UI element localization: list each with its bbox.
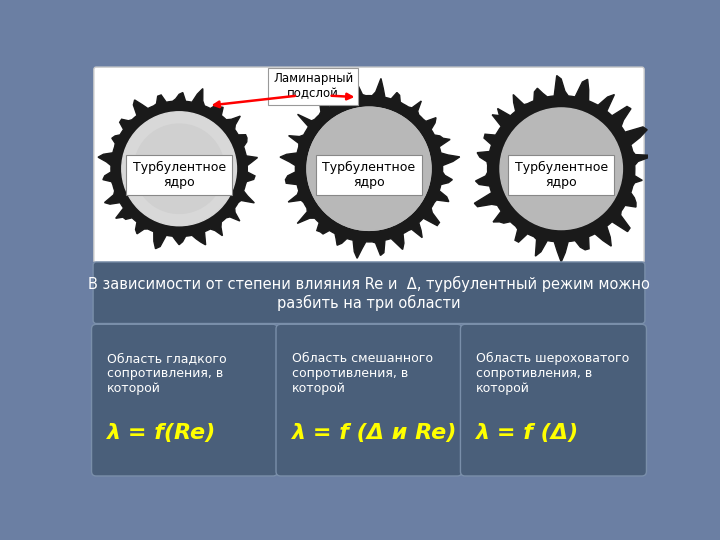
Text: Ламинарный
подслой: Ламинарный подслой [273, 72, 354, 100]
Circle shape [307, 107, 431, 231]
Text: λ = f (Δ и Re): λ = f (Δ и Re) [292, 423, 457, 443]
Polygon shape [474, 76, 654, 262]
FancyBboxPatch shape [94, 67, 644, 262]
Text: Область шероховатого
сопротивления, в
которой: Область шероховатого сопротивления, в ко… [476, 352, 629, 395]
Circle shape [500, 109, 621, 229]
FancyBboxPatch shape [461, 325, 647, 476]
Text: В зависимости от степени влияния Re и  Δ, турбулентный режим можно
разбить на тр: В зависимости от степени влияния Re и Δ,… [88, 276, 650, 311]
Circle shape [500, 108, 622, 230]
Circle shape [122, 112, 236, 226]
Text: Турбулентное
ядро: Турбулентное ядро [132, 161, 225, 189]
Text: Область гладкого
сопротивления, в
которой: Область гладкого сопротивления, в которо… [107, 352, 227, 395]
FancyBboxPatch shape [93, 262, 645, 323]
FancyBboxPatch shape [91, 325, 277, 476]
Polygon shape [280, 78, 459, 258]
Circle shape [134, 124, 224, 213]
FancyBboxPatch shape [276, 325, 462, 476]
Circle shape [307, 107, 431, 231]
Text: λ = f(Re): λ = f(Re) [107, 423, 216, 443]
Text: Турбулентное
ядро: Турбулентное ядро [515, 161, 608, 189]
Text: Область смешанного
сопротивления, в
которой: Область смешанного сопротивления, в кото… [292, 352, 433, 395]
Text: λ = f (Δ): λ = f (Δ) [476, 423, 579, 443]
Text: Турбулентное
ядро: Турбулентное ядро [323, 161, 415, 189]
Polygon shape [98, 89, 258, 248]
